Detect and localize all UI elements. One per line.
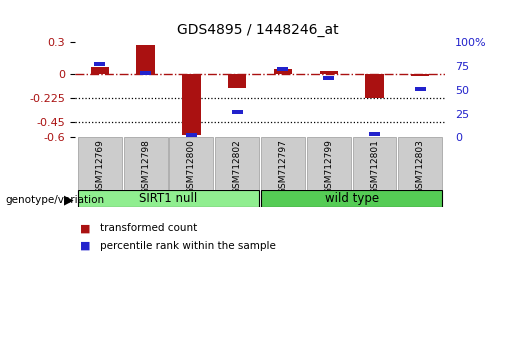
Bar [124,137,167,190]
Bar [91,67,109,74]
Bar [186,133,197,138]
Text: GSM712803: GSM712803 [416,139,425,194]
Bar [274,69,292,74]
Bar [411,74,430,76]
Bar [398,137,442,190]
Text: genotype/variation: genotype/variation [5,195,104,205]
Bar [323,75,334,80]
Text: GSM712799: GSM712799 [324,139,333,194]
Text: GSM712801: GSM712801 [370,139,379,194]
Text: GSM712800: GSM712800 [187,139,196,194]
Text: percentile rank within the sample: percentile rank within the sample [100,241,277,251]
Bar [169,137,213,190]
Bar [415,87,426,91]
Bar [365,74,384,98]
Text: GDS4895 / 1448246_at: GDS4895 / 1448246_at [177,23,338,37]
Text: ■: ■ [80,241,90,251]
Bar [261,190,442,207]
Bar [307,137,351,190]
Bar [228,74,246,88]
Bar [369,132,380,136]
Bar [320,71,338,74]
Text: ■: ■ [80,223,90,233]
Bar [78,190,259,207]
Bar [182,74,200,135]
Text: GSM712797: GSM712797 [279,139,287,194]
Bar [78,137,122,190]
Bar [353,137,397,190]
Text: transformed count: transformed count [100,223,198,233]
Text: wild type: wild type [324,192,379,205]
Text: GSM712798: GSM712798 [141,139,150,194]
Bar [215,137,259,190]
Bar [94,62,106,67]
Bar [232,110,243,114]
Bar [261,137,305,190]
Text: ▶: ▶ [64,194,73,206]
Text: GSM712802: GSM712802 [233,139,242,194]
Bar [278,67,288,71]
Bar [140,71,151,75]
Text: GSM712769: GSM712769 [95,139,105,194]
Text: SIRT1 null: SIRT1 null [140,192,198,205]
Bar [136,45,155,74]
